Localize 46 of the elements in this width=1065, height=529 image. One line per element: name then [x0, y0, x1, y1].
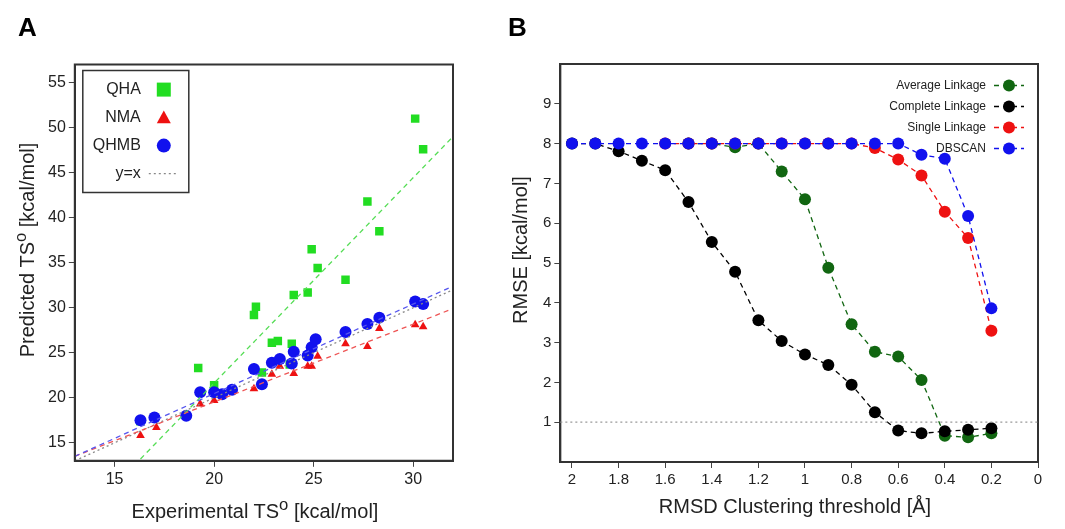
- x-tick-label: 2: [567, 470, 577, 488]
- x-axis-title: RMSD Clustering threshold [Å]: [657, 495, 933, 518]
- x-tick-label: 0.2: [980, 470, 1002, 488]
- y-tick-label: 45: [48, 163, 66, 181]
- chart-title: A: [18, 12, 37, 43]
- legend-label: Single Linkage: [907, 119, 987, 134]
- y-tick-label: 30: [48, 298, 66, 316]
- legend-label: y=x: [115, 164, 141, 182]
- x-tick-label: 1.4: [701, 470, 723, 488]
- legend-label: Complete Linkage: [889, 98, 987, 113]
- y-tick-label: 5: [543, 253, 552, 271]
- y-tick-label: 6: [543, 213, 552, 231]
- y-tick-label: 50: [48, 118, 66, 136]
- x-axis-title: Experimental TS$^{o}$ [kcal/mol]: [130, 495, 380, 523]
- legend-label: DBSCAN: [935, 140, 986, 155]
- x-tick-label: 1.6: [654, 470, 676, 488]
- y-tick-label: 20: [48, 388, 66, 406]
- y-tick-label: 8: [543, 133, 552, 151]
- y-tick-label: 4: [543, 292, 552, 310]
- y-tick-label: 15: [48, 433, 66, 451]
- x-tick-label: 0: [1033, 470, 1043, 488]
- y-tick-label: 40: [48, 208, 66, 226]
- chart-title: B: [508, 12, 527, 43]
- y-tick-label: 1: [543, 412, 552, 430]
- y-tick-label: 9: [543, 93, 552, 111]
- legend-label: NMA: [105, 108, 142, 126]
- x-tick-label: 15: [105, 469, 124, 487]
- x-tick-label: 0.8: [841, 470, 863, 488]
- x-tick-label: 1.2: [747, 470, 769, 488]
- x-tick-label: 20: [205, 469, 224, 487]
- y-tick-label: 7: [543, 173, 552, 191]
- x-tick-label: 25: [304, 469, 323, 487]
- legend-label: Average Linkage: [896, 77, 987, 92]
- x-tick-label: 1: [800, 470, 810, 488]
- legend-label: QHA: [106, 80, 142, 98]
- y-tick-label: 2: [543, 372, 552, 390]
- x-tick-label: 0.4: [934, 470, 956, 488]
- legend-label: QHMB: [92, 136, 141, 154]
- y-tick-label: 25: [48, 343, 66, 361]
- y-tick-label: 55: [48, 73, 66, 91]
- y-tick-label: 35: [48, 253, 66, 271]
- y-tick-label: 3: [543, 332, 552, 350]
- x-tick-label: 1.8: [608, 470, 630, 488]
- y-axis-title: RMSE [kcal/mol]: [508, 176, 532, 324]
- x-tick-label: 30: [404, 469, 423, 487]
- x-tick-label: 0.6: [887, 470, 909, 488]
